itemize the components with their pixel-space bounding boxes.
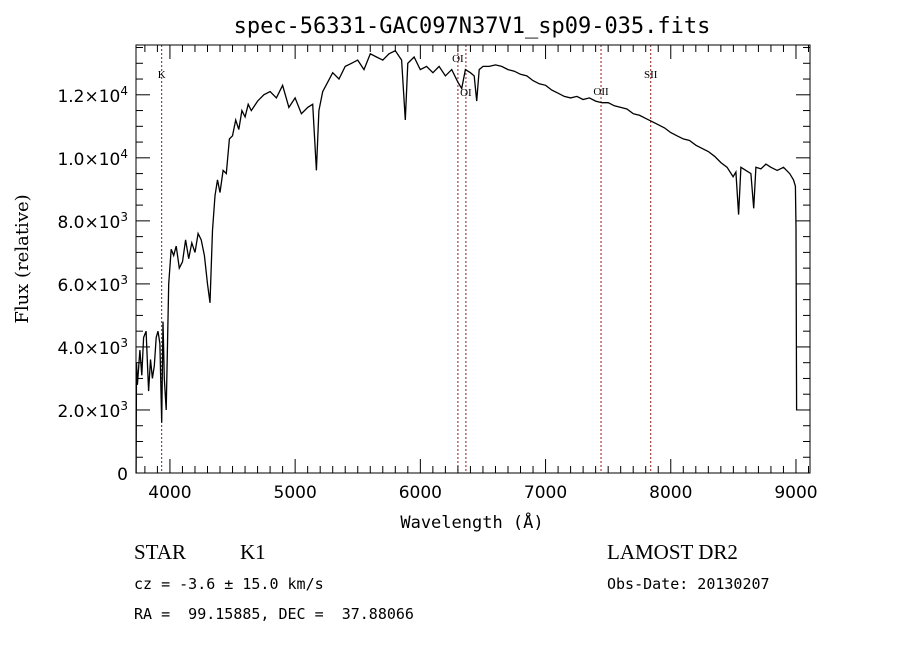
y-tick-label: 2.0×103 [57, 399, 128, 422]
x-tick-label: 4000 [148, 483, 191, 503]
y-tick-label: 6.0×103 [57, 273, 128, 296]
x-tick-label: 7000 [524, 483, 567, 503]
plot-frame [135, 44, 811, 474]
line-marker-label: SII [644, 69, 658, 81]
obs-date: Obs-Date: 20130207 [607, 575, 770, 593]
x-tick-label: 9000 [774, 483, 817, 503]
x-tick-label: 5000 [274, 483, 317, 503]
y-axis-label: Flux (relative) [12, 194, 33, 323]
x-axis-label: Wavelength (Å) [400, 511, 543, 533]
line-marker-label: OII [593, 86, 609, 98]
spectrum-line [135, 49, 798, 474]
y-tick-label: 4.0×103 [57, 336, 128, 359]
y-tick-label: 1.0×104 [57, 147, 128, 170]
y-tick-label: 8.0×103 [57, 210, 128, 233]
redshift-text: cz = -3.6 ± 15.0 km/s [134, 575, 324, 593]
line-marker-label: OI [452, 53, 464, 65]
line-marker-label: K [158, 69, 166, 81]
object-class: STAR [134, 540, 186, 564]
coordinates: RA = 99.15885, DEC = 37.88066 [134, 605, 414, 623]
survey-label: LAMOST DR2 [607, 540, 738, 564]
x-tick-label: 6000 [399, 483, 442, 503]
y-tick-label: 1.2×104 [57, 84, 128, 107]
y-tick-label: 0 [117, 465, 128, 485]
chart-title: spec-56331-GAC097N37V1_sp09-035.fits [234, 14, 711, 39]
object-subclass: K1 [240, 540, 266, 564]
x-tick-label: 8000 [649, 483, 692, 503]
line-marker-label: OI [460, 87, 472, 99]
